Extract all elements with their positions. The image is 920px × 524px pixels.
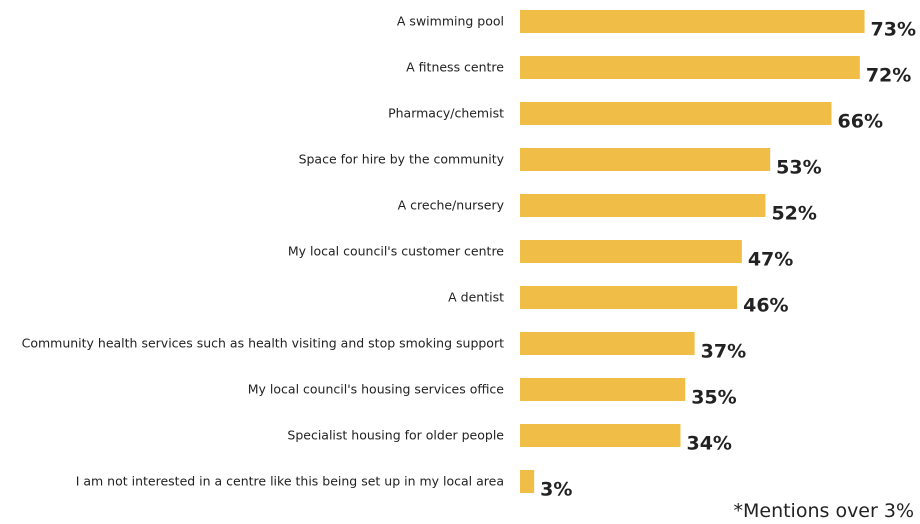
value-label: 53%: [776, 157, 821, 179]
bar: [520, 424, 681, 447]
category-label: A dentist: [448, 290, 504, 305]
category-label: Pharmacy/chemist: [388, 106, 504, 121]
bar: [520, 240, 742, 263]
bar: [520, 194, 766, 217]
category-label: A swimming pool: [397, 14, 504, 29]
bar: [520, 378, 686, 401]
category-label: My local council's housing services offi…: [248, 382, 505, 397]
category-label: Community health services such as health…: [22, 336, 505, 351]
footnote: *Mentions over 3%: [733, 500, 914, 522]
value-label: 34%: [686, 433, 731, 455]
value-label: 47%: [748, 249, 793, 271]
bar: [520, 10, 865, 33]
value-label: 72%: [866, 65, 911, 87]
bar: [520, 56, 860, 79]
category-label: A fitness centre: [406, 60, 504, 75]
category-label: Space for hire by the community: [299, 152, 505, 167]
bar: [520, 286, 738, 309]
bar: [520, 332, 695, 355]
bar: [520, 470, 535, 493]
category-label: My local council's customer centre: [288, 244, 504, 259]
value-label: 35%: [691, 387, 736, 409]
category-label: Specialist housing for older people: [287, 428, 504, 443]
category-label: A creche/nursery: [398, 198, 505, 213]
bar: [520, 148, 771, 171]
value-label: 37%: [701, 341, 746, 363]
value-label: 52%: [771, 203, 816, 225]
category-label: I am not interested in a centre like thi…: [76, 474, 504, 489]
value-label: 46%: [743, 295, 788, 317]
value-label: 66%: [838, 111, 883, 133]
value-label: 73%: [871, 19, 916, 41]
value-label: 3%: [540, 479, 572, 501]
bar: [520, 102, 832, 125]
